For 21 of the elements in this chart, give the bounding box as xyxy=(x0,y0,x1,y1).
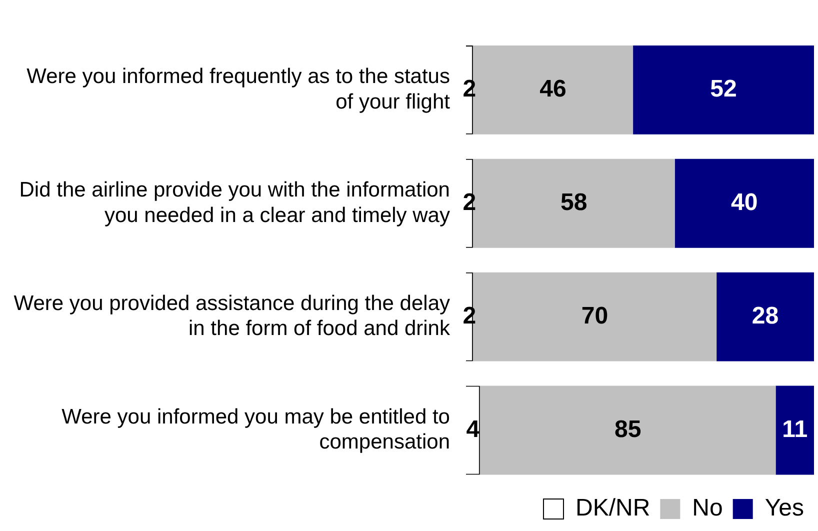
y-tick-label: Did the airline provide you with the information you needed in a clear and timely way xyxy=(19,178,450,227)
y-tick-label: Were you provided assistance during the delay in the form of food and drink xyxy=(14,292,450,340)
bar xyxy=(674,158,814,248)
data-label: 58 xyxy=(560,189,588,216)
data-label: 11 xyxy=(782,416,808,443)
data-label: 52 xyxy=(710,76,737,103)
bar xyxy=(480,386,776,475)
data-label: 70 xyxy=(581,302,608,330)
legend-label: No xyxy=(692,494,723,522)
bar xyxy=(776,386,814,475)
bar xyxy=(633,45,814,134)
data-label: 28 xyxy=(752,302,779,330)
data-label: 85 xyxy=(614,416,642,443)
data-label: 40 xyxy=(731,189,758,216)
data-label: 4 xyxy=(466,416,480,443)
y-tick-label: Were you informed you may be entitled to compensation xyxy=(62,405,450,454)
y-tick-label: Were you informed frequently as to the status of your flight xyxy=(26,65,450,114)
legend-label: DK/NR xyxy=(575,494,650,522)
bar xyxy=(716,272,814,362)
legend-label: Yes xyxy=(764,494,804,522)
data-label: 46 xyxy=(540,76,566,103)
